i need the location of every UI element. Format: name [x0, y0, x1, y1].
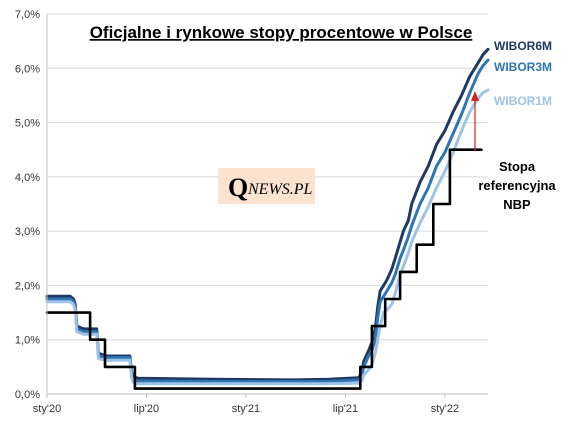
- chart-title: Oficjalne i rynkowe stopy procentowe w P…: [90, 23, 473, 42]
- y-tick-label: 4,0%: [15, 172, 40, 184]
- y-tick-label: 1,0%: [15, 335, 40, 347]
- legend-wibor6m: WIBOR6M: [494, 39, 552, 53]
- gridlines: [47, 13, 488, 341]
- x-tick-label: sty'22: [431, 403, 459, 415]
- x-tick-label: lip'20: [134, 403, 159, 415]
- arrow-head: [471, 91, 479, 101]
- watermark-background: [218, 168, 315, 204]
- x-tick-labels: sty'20 lip'20 sty'21 lip'21 sty'22: [33, 403, 459, 415]
- qnews-watermark: Q NEWS.PL: [218, 168, 315, 204]
- series-lines: [45, 47, 490, 390]
- x-tick-label: sty'21: [232, 403, 260, 415]
- x-tick-label: lip'21: [333, 403, 358, 415]
- legend-wibor3m: WIBOR3M: [494, 60, 552, 74]
- arrow-annotation: [471, 91, 479, 151]
- y-tick-label: 7,0%: [15, 9, 40, 21]
- y-tick-label: 5,0%: [15, 118, 40, 130]
- watermark-text: NEWS.PL: [247, 181, 313, 198]
- series-line-wibor6m: [45, 47, 490, 382]
- y-tick-label: 0,0%: [15, 389, 40, 401]
- y-tick-label: 6,0%: [15, 63, 40, 75]
- stopa-label-line3: NBP: [503, 197, 531, 212]
- y-tick-label: 2,0%: [15, 280, 40, 292]
- stopa-label-line1: Stopa: [499, 159, 536, 174]
- series-line-stopa-referencyjna-nbp: [45, 148, 483, 390]
- y-tick-labels: 0,0% 1,0% 2,0% 3,0% 4,0% 5,0% 6,0% 7,0%: [15, 9, 40, 401]
- y-tick-label: 3,0%: [15, 226, 40, 238]
- legend-wibor1m: WIBOR1M: [494, 94, 552, 108]
- watermark-q: Q: [228, 173, 248, 202]
- axes: [46, 14, 488, 398]
- series-line-wibor1m: [45, 88, 490, 386]
- stopa-label-line2: referencyjna: [478, 178, 556, 193]
- x-tick-label: sty'20: [33, 403, 61, 415]
